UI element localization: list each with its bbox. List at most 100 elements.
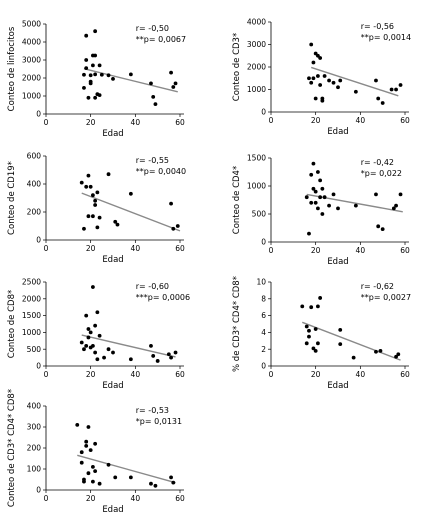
data-point	[318, 83, 323, 87]
data-point	[318, 195, 323, 200]
data-point	[304, 341, 309, 346]
data-point	[82, 347, 86, 352]
x-tick-label: 20	[86, 494, 96, 503]
scatter-panel-6: 0 20 40 60 0 2 4 6 8 10 Edad % de CD3* CD4* CD8* r= …	[232, 276, 411, 391]
y-tick-label: 4	[261, 328, 266, 337]
data-point	[84, 343, 89, 348]
data-point	[75, 423, 80, 427]
data-point	[171, 480, 176, 485]
data-point	[322, 195, 327, 200]
data-point	[106, 172, 111, 177]
data-point	[93, 95, 98, 100]
data-point	[97, 333, 102, 338]
data-point	[111, 77, 115, 81]
data-point	[113, 219, 118, 224]
data-point	[153, 102, 158, 106]
regression-line	[81, 192, 181, 232]
x-tick-label: 20	[86, 244, 96, 253]
scatter-panel-4: 0 20 40 60 0 500 1000 1500 Edad Conteo de CD4* r= …	[232, 154, 410, 267]
x-tick-label: 20	[86, 370, 96, 379]
data-point	[322, 74, 327, 78]
y-tick-label: 1000	[247, 182, 266, 191]
x-tick-label: 40	[131, 244, 141, 253]
data-point	[304, 195, 309, 200]
data-point	[84, 184, 89, 189]
data-point	[320, 212, 325, 216]
x-axis-title: Edad	[102, 255, 123, 265]
y-tick-label: 2000	[247, 63, 266, 72]
y-tick-label: 6	[261, 311, 266, 320]
data-point	[84, 313, 89, 318]
data-point	[378, 348, 383, 353]
y-tick-label: 2000	[22, 74, 41, 83]
data-point	[128, 475, 133, 480]
data-point	[327, 78, 331, 83]
data-point	[169, 201, 173, 206]
correlation-r-text: r= -0,60	[136, 282, 169, 291]
data-point	[93, 350, 98, 355]
y-tick-label: 500	[27, 345, 42, 354]
data-point	[95, 225, 100, 230]
x-tick-label: 0	[44, 370, 49, 379]
data-point	[128, 357, 133, 362]
data-point	[316, 341, 320, 346]
y-tick-label: 100	[27, 465, 42, 474]
data-point	[376, 96, 381, 101]
regression-line	[302, 321, 401, 361]
y-tick-label: 0	[36, 362, 41, 371]
data-point	[331, 192, 336, 197]
scatter-panel-1: 0 20 40 60 0 1000 2000 3000 4000 5000 Edad Conteo d…	[7, 20, 186, 139]
p-value-text: **p= 0,0014	[361, 33, 411, 42]
data-point	[313, 96, 318, 101]
data-point	[82, 72, 86, 77]
data-point	[166, 352, 171, 357]
data-point	[93, 198, 98, 203]
data-point	[316, 206, 320, 211]
y-tick-label: 4000	[247, 18, 266, 27]
data-point	[149, 81, 153, 86]
data-point	[311, 186, 316, 191]
x-tick-label: 20	[311, 246, 321, 255]
x-tick-label: 60	[175, 118, 185, 127]
data-point	[88, 73, 93, 78]
y-tick-label: 3000	[22, 56, 41, 65]
y-tick-label: 0	[36, 486, 41, 495]
y-tick-label: 0	[261, 362, 266, 371]
x-tick-label: 40	[131, 118, 141, 127]
data-point	[374, 349, 378, 354]
y-tick-label: 1000	[22, 92, 41, 101]
data-point	[88, 330, 93, 335]
data-point	[351, 355, 356, 360]
y-tick-label: 600	[27, 152, 42, 161]
y-tick-label: 1000	[22, 328, 41, 337]
data-point	[318, 178, 323, 183]
p-value-text: *p= 0,022	[361, 169, 402, 178]
data-point	[86, 214, 91, 219]
data-point	[84, 444, 89, 448]
data-point	[398, 192, 403, 197]
data-point	[311, 60, 316, 65]
p-value-text: ***p= 0,0006	[136, 293, 190, 302]
data-point	[128, 72, 133, 77]
data-point	[318, 56, 323, 60]
data-point	[304, 324, 309, 329]
data-point	[307, 328, 311, 333]
data-point	[106, 73, 111, 78]
x-tick-label: 20	[311, 116, 321, 125]
data-point	[111, 350, 115, 355]
regression-line	[77, 454, 176, 484]
data-point	[320, 186, 325, 191]
y-tick-label: 10	[256, 278, 266, 287]
data-point	[394, 87, 398, 92]
x-axis-title: Edad	[102, 381, 123, 391]
data-point	[300, 304, 305, 309]
data-point	[398, 83, 403, 87]
x-tick-label: 0	[44, 118, 49, 127]
y-tick-label: 2000	[22, 294, 41, 303]
data-point	[353, 89, 358, 94]
data-point	[91, 214, 95, 219]
data-point	[91, 63, 95, 68]
data-point	[307, 231, 311, 236]
y-axis-title: Conteo de CD4*	[232, 166, 242, 234]
data-point	[79, 180, 84, 185]
